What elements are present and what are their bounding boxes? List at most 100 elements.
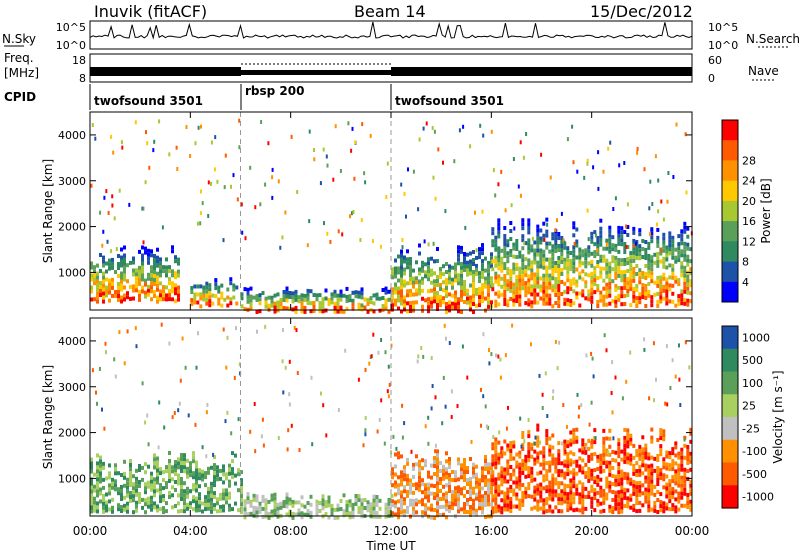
power-cell — [93, 265, 96, 270]
power-cell — [662, 240, 666, 245]
velocity-cell — [469, 457, 472, 461]
velocity-cell — [207, 494, 210, 499]
power-cell — [524, 293, 528, 298]
power-cell — [451, 301, 454, 306]
velocity-cell — [391, 471, 394, 476]
velocity-cell — [475, 512, 478, 517]
velocity-cell — [659, 508, 663, 513]
power-cell — [412, 304, 415, 309]
velocity-cell — [436, 513, 439, 518]
power-cell — [662, 232, 666, 237]
power-cell — [451, 293, 454, 298]
power-cell — [156, 263, 159, 268]
power-cell — [249, 286, 253, 291]
power-cell — [168, 289, 171, 294]
velocity-cell — [536, 435, 540, 440]
velocity-cell — [135, 344, 138, 349]
power-cell — [161, 225, 164, 230]
velocity-cell — [448, 505, 451, 509]
velocity-cell — [581, 498, 585, 503]
velocity-cell — [213, 463, 216, 468]
power-cell — [460, 289, 463, 294]
xtick-label: 08:00 — [273, 524, 308, 538]
power-cell — [135, 284, 138, 289]
velocity-cell — [195, 464, 198, 469]
power-cell — [521, 226, 525, 231]
velocity-cell — [180, 461, 183, 465]
velocity-cell — [626, 456, 630, 461]
power-cell — [171, 245, 174, 250]
velocity-cell — [674, 489, 678, 494]
velocity-cell — [491, 510, 495, 515]
power-cell — [448, 272, 451, 277]
velocity-cell — [186, 474, 189, 479]
power-cell — [421, 296, 424, 301]
power-cell — [554, 285, 558, 289]
power-cell — [324, 296, 328, 301]
power-cell — [433, 287, 436, 292]
power-cell — [539, 240, 543, 245]
velocity-cell — [249, 429, 252, 434]
velocity-cell — [90, 461, 93, 466]
power-cell — [418, 137, 421, 142]
velocity-cell — [501, 449, 504, 454]
power-cell — [668, 251, 672, 256]
velocity-cell — [400, 498, 403, 503]
velocity-cell — [548, 492, 552, 497]
power-cell — [683, 249, 687, 254]
power-cell — [632, 244, 635, 249]
velocity-cell — [157, 445, 160, 450]
power-cell — [214, 294, 218, 299]
power-cell — [448, 300, 451, 305]
power-cell — [578, 303, 582, 308]
velocity-cell — [677, 475, 681, 480]
velocity-cell — [554, 465, 558, 470]
velocity-cell — [623, 427, 627, 432]
velocity-cell — [448, 509, 451, 513]
velocity-cell — [158, 400, 161, 405]
velocity-cell — [500, 478, 504, 483]
velocity-cell — [418, 479, 421, 484]
velocity-cell — [494, 489, 498, 494]
velocity-cell — [545, 509, 549, 514]
velocity-cell — [578, 508, 582, 513]
velocity-cell — [656, 466, 660, 470]
velocity-cell — [144, 498, 147, 503]
power-cell — [527, 262, 531, 267]
power-cell — [232, 287, 236, 292]
power-cell — [108, 258, 111, 263]
power-cell — [318, 305, 322, 310]
velocity-cell — [605, 448, 609, 453]
velocity-cell — [318, 509, 322, 513]
velocity-cell — [434, 449, 437, 454]
velocity-cell — [539, 494, 543, 499]
power-cell — [626, 257, 630, 261]
velocity-cell — [560, 509, 564, 514]
velocity-cell — [569, 498, 573, 503]
velocity-cell — [590, 484, 594, 489]
velocity-cell — [258, 501, 262, 506]
velocity-cell — [210, 489, 213, 494]
power-cell — [497, 294, 501, 299]
power-cell — [592, 165, 595, 170]
velocity-cell — [364, 432, 367, 437]
power-cell — [665, 257, 669, 262]
power-cell — [632, 298, 636, 303]
power-cell — [563, 261, 567, 266]
power-cell — [689, 291, 693, 296]
power-cell — [530, 268, 534, 273]
velocity-cell — [572, 440, 576, 445]
velocity-cell — [351, 506, 355, 511]
power-cell — [466, 288, 469, 293]
velocity-cell — [348, 511, 352, 516]
velocity-cell — [160, 322, 163, 327]
power-cell — [229, 297, 233, 302]
power-cell — [665, 293, 669, 298]
power-cell — [457, 257, 460, 262]
power-cell — [135, 268, 138, 273]
velocity-cell — [171, 493, 174, 498]
power-cell — [93, 273, 96, 278]
power-cell — [303, 309, 307, 314]
power-cell — [99, 281, 102, 285]
power-cell — [168, 269, 171, 274]
